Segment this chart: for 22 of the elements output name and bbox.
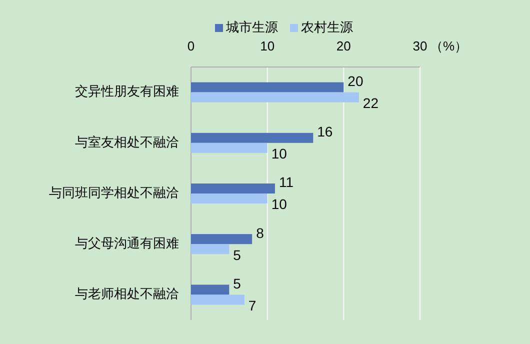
xtick: 0 (187, 38, 195, 54)
xlabel: （%） (430, 38, 468, 54)
datalabel: 16 (317, 124, 333, 140)
datalabel: 10 (271, 196, 287, 212)
xtick: 10 (260, 38, 275, 54)
xtick: 30 (412, 38, 428, 54)
legend: 城市生源 (226, 19, 278, 34)
datalabel: 20 (348, 73, 364, 89)
datalabel: 11 (278, 174, 294, 190)
category: 与室友相处不融洽 (75, 134, 179, 150)
datalabel: 22 (362, 95, 378, 111)
xtick: 20 (336, 38, 351, 54)
legend: 农村生源 (301, 19, 353, 34)
datalabel: 8 (256, 224, 264, 241)
datalabel: 5 (233, 246, 241, 263)
datalabel: 7 (248, 297, 256, 314)
category: 交异性朋友有困难 (75, 84, 179, 99)
datalabel: 10 (271, 146, 287, 162)
category: 与同班同学相处不融洽 (49, 184, 179, 200)
datalabel: 5 (233, 275, 241, 292)
category: 与父母沟通有困难 (75, 236, 179, 251)
category: 与老师相处不融洽 (75, 286, 179, 302)
